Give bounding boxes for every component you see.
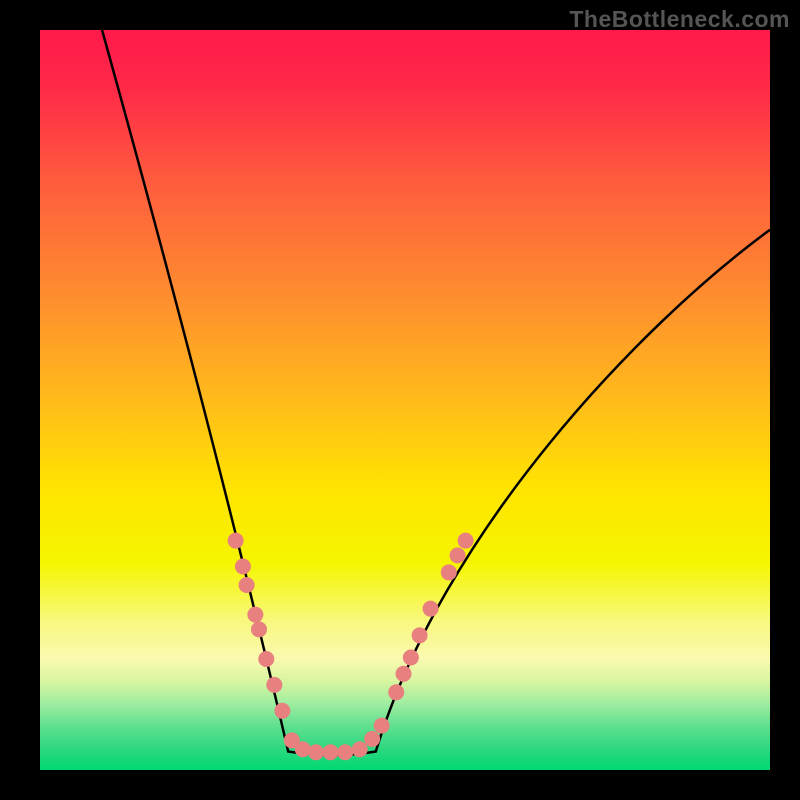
marker-right-1 — [396, 666, 412, 682]
chart-container: TheBottleneck.com — [0, 0, 800, 800]
marker-right-3 — [412, 627, 428, 643]
chart-svg — [0, 0, 800, 800]
marker-right-7 — [458, 533, 474, 549]
marker-left-6 — [266, 677, 282, 693]
marker-right-6 — [450, 547, 466, 563]
marker-bottom-2 — [308, 744, 324, 760]
bottleneck-curve — [102, 30, 770, 755]
marker-left-1 — [235, 559, 251, 575]
marker-left-3 — [247, 607, 263, 623]
marker-bottom-3 — [323, 744, 339, 760]
marker-bottom-6 — [364, 731, 380, 747]
marker-right-5 — [441, 564, 457, 580]
marker-bottom-7 — [374, 718, 390, 734]
marker-right-2 — [403, 650, 419, 666]
marker-right-0 — [388, 684, 404, 700]
marker-left-0 — [228, 533, 244, 549]
marker-bottom-5 — [352, 741, 368, 757]
marker-left-7 — [274, 703, 290, 719]
marker-bottom-4 — [337, 744, 353, 760]
marker-left-5 — [258, 651, 274, 667]
marker-right-4 — [423, 601, 439, 617]
marker-left-2 — [239, 577, 255, 593]
marker-left-4 — [251, 621, 267, 637]
watermark-text: TheBottleneck.com — [569, 6, 790, 33]
